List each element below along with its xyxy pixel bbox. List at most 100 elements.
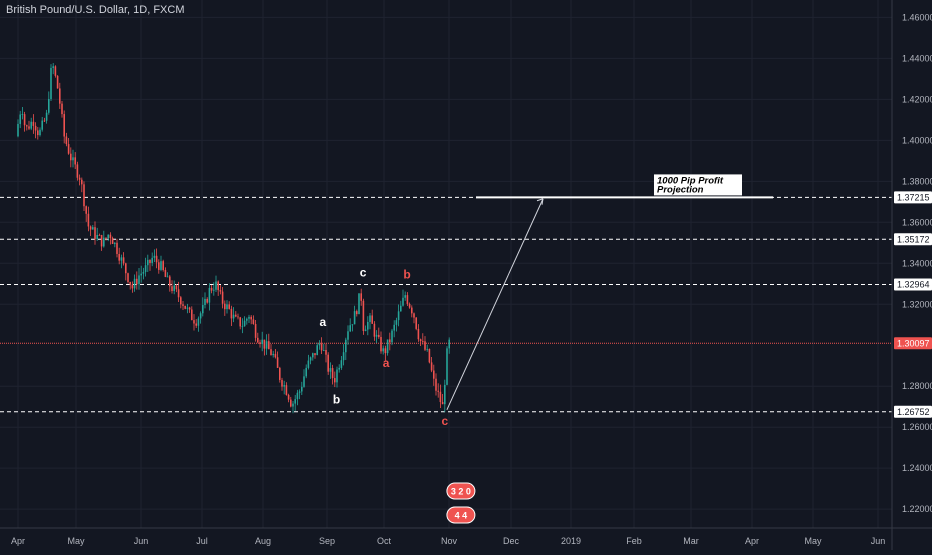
candle-body [241, 326, 244, 328]
candle-body [100, 235, 103, 247]
level-price-tag-text: 1.32964 [897, 280, 930, 290]
candle-body [265, 341, 268, 349]
candle-body [133, 278, 136, 289]
candle-body [144, 265, 147, 272]
x-tick-label: Aug [255, 536, 271, 546]
candle-body [226, 304, 228, 310]
x-tick-label: Feb [626, 536, 642, 546]
candle-body [85, 206, 87, 214]
y-tick-label: 1.40000 [902, 135, 932, 145]
candle-body [136, 278, 138, 285]
level-price-tag [894, 233, 932, 246]
candle-body [109, 234, 112, 238]
candle-body [127, 273, 129, 282]
candle-body [397, 311, 400, 321]
candle-body [149, 259, 151, 263]
candle-body [402, 297, 404, 306]
candle-body [173, 285, 175, 291]
candle-body [96, 235, 98, 240]
candle-body [232, 314, 235, 319]
candle-body [48, 99, 50, 113]
candle-body [129, 281, 131, 285]
candle-body [151, 257, 153, 263]
candle-body [290, 399, 292, 407]
candle-body [364, 329, 367, 331]
candle-body [186, 307, 189, 309]
candle-body [37, 130, 39, 136]
x-tick-label: Apr [745, 536, 759, 546]
candle-body [138, 275, 140, 285]
candle-body [400, 305, 402, 312]
candle-body [378, 334, 380, 337]
candle-body [334, 378, 336, 383]
projection-label-line2: Projection [657, 184, 704, 195]
x-tick-label: Jun [871, 536, 886, 546]
candle-body [261, 339, 263, 345]
event-icon-text: 3 2 0 [451, 487, 471, 497]
candle-body [92, 227, 94, 230]
candle-body [305, 367, 307, 377]
candle-body [296, 392, 299, 400]
candle-body [125, 263, 127, 274]
candle-body [98, 235, 101, 236]
candle-body [369, 315, 371, 322]
candle-body [243, 320, 246, 327]
candle-body [270, 349, 272, 356]
candle-body [246, 318, 248, 321]
candle-body [331, 368, 334, 379]
candle-body [336, 369, 338, 383]
candle-body [309, 357, 312, 361]
candle-body [107, 234, 109, 239]
candle-body [122, 257, 125, 264]
y-tick-label: 1.22000 [902, 504, 932, 514]
candle-body [199, 313, 202, 319]
wave-label: c [360, 266, 367, 280]
y-tick-label: 1.26000 [902, 422, 932, 432]
candle-body [155, 255, 158, 263]
current-price-tag-text: 1.30097 [897, 338, 930, 348]
candle-body [382, 348, 384, 352]
candle-body [81, 179, 83, 185]
y-tick-label: 1.42000 [902, 94, 932, 104]
x-tick-label: 2019 [561, 536, 581, 546]
candle-body [314, 353, 316, 356]
candle-body [221, 291, 224, 304]
candle-body [441, 402, 444, 405]
candle-body [45, 112, 48, 121]
candle-body [87, 213, 90, 227]
candle-body [160, 261, 162, 270]
y-tick-label: 1.44000 [902, 53, 932, 63]
projection-label-box [654, 174, 742, 196]
candle-body [72, 157, 74, 161]
x-tick-label: Sep [319, 536, 335, 546]
candle-body [230, 308, 233, 319]
candle-body [239, 317, 241, 327]
event-icon [446, 482, 476, 500]
candle-body [208, 287, 211, 303]
candle-body [433, 370, 435, 379]
projection-arrow-head [536, 198, 544, 205]
candle-body [272, 353, 274, 356]
candle-body [213, 289, 215, 291]
candle-body [217, 281, 219, 291]
candle-body [74, 157, 76, 165]
level-price-tag-text: 1.37215 [897, 192, 930, 202]
candle-body [210, 287, 213, 291]
symbol-title: British Pound/U.S. Dollar, 1D, FXCM [6, 4, 185, 16]
candle-body [281, 379, 283, 387]
candle-body [34, 125, 37, 131]
candle-body [404, 295, 406, 298]
candle-body [235, 314, 237, 317]
candle-body [307, 360, 310, 368]
candle-body [28, 126, 30, 129]
candle-body [193, 320, 195, 324]
candle-body [162, 261, 164, 270]
level-price-tag [894, 278, 932, 291]
y-tick-label: 1.24000 [902, 463, 932, 473]
candle-body [184, 305, 186, 309]
candles-layer [17, 63, 450, 414]
